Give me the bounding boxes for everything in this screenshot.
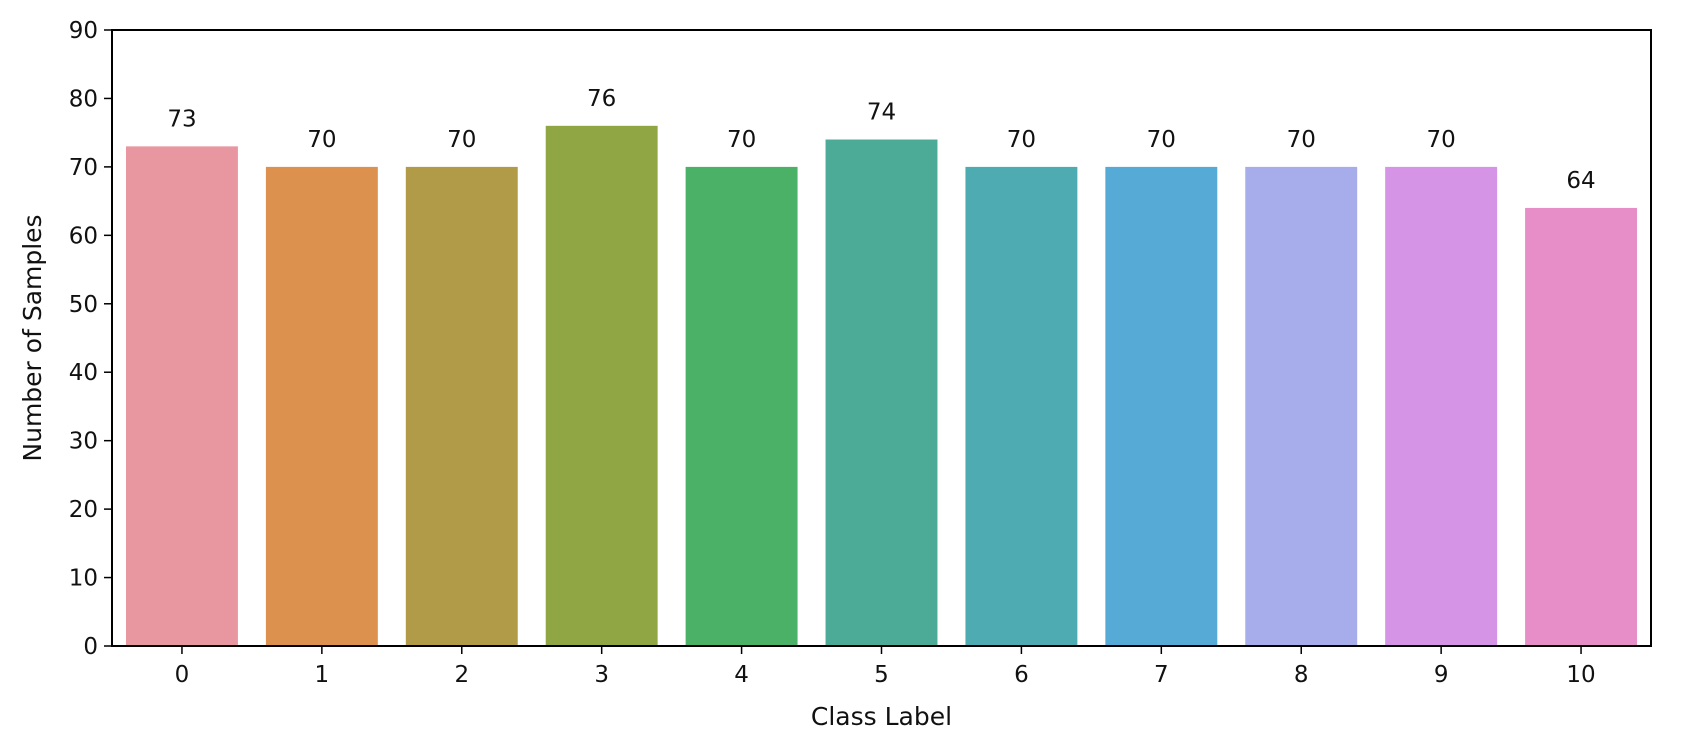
bar-4	[685, 166, 798, 646]
y-tick-label: 50	[69, 292, 98, 318]
x-tick-label: 8	[1294, 662, 1309, 688]
bar-value-label-4: 70	[727, 127, 756, 153]
x-tick-label: 1	[315, 662, 330, 688]
bar-value-label-10: 64	[1566, 168, 1595, 194]
bar-9	[1385, 166, 1498, 646]
bar-value-label-5: 74	[867, 100, 896, 126]
x-tick-label: 3	[594, 662, 609, 688]
bar-value-label-6: 70	[1007, 127, 1036, 153]
bar-value-label-1: 70	[307, 127, 336, 153]
y-tick-label: 60	[69, 223, 98, 249]
y-tick-label: 10	[69, 566, 98, 592]
y-tick-label: 70	[69, 155, 98, 181]
x-tick-label: 2	[454, 662, 469, 688]
bar-labels-group: 73 70 70 76 70 74 70 70 70 70 64	[167, 86, 1595, 194]
bars-group	[125, 125, 1638, 647]
x-tick-label: 6	[1014, 662, 1029, 688]
x-axis-title: Class Label	[811, 702, 952, 731]
x-tick-label: 9	[1434, 662, 1449, 688]
y-tick-label: 0	[83, 634, 98, 660]
y-tick-label: 80	[69, 86, 98, 112]
x-tick-label: 5	[874, 662, 889, 688]
bar-7	[1105, 166, 1218, 646]
bar-8	[1245, 166, 1358, 646]
x-tick-label: 10	[1566, 662, 1595, 688]
bar-value-label-9: 70	[1426, 127, 1455, 153]
bar-5	[825, 139, 938, 646]
bar-10	[1525, 207, 1638, 646]
y-tick-label: 30	[69, 429, 98, 455]
y-tick-label: 90	[69, 18, 98, 44]
bar-2	[405, 166, 518, 646]
x-axis: 0 1 2 3 4 5 6 7 8 9 10	[175, 646, 1596, 688]
x-tick-label: 4	[734, 662, 749, 688]
bar-1	[265, 166, 378, 646]
y-tick-label: 40	[69, 360, 98, 386]
bar-3	[545, 125, 658, 647]
plot-frame	[111, 29, 1652, 647]
x-tick-label: 0	[175, 662, 190, 688]
bar-6	[965, 166, 1078, 646]
bar-value-label-2: 70	[447, 127, 476, 153]
x-tick-label: 7	[1154, 662, 1169, 688]
bar-value-label-7: 70	[1147, 127, 1176, 153]
bar-value-label-3: 76	[587, 86, 616, 112]
y-axis: 0 10 20 30 40 50 60 70 80 90	[69, 18, 112, 660]
bar-value-label-8: 70	[1287, 127, 1316, 153]
y-tick-label: 20	[69, 497, 98, 523]
y-axis-title: Number of Samples	[18, 214, 47, 461]
bar-0	[125, 146, 238, 646]
bar-value-label-0: 73	[167, 106, 196, 132]
